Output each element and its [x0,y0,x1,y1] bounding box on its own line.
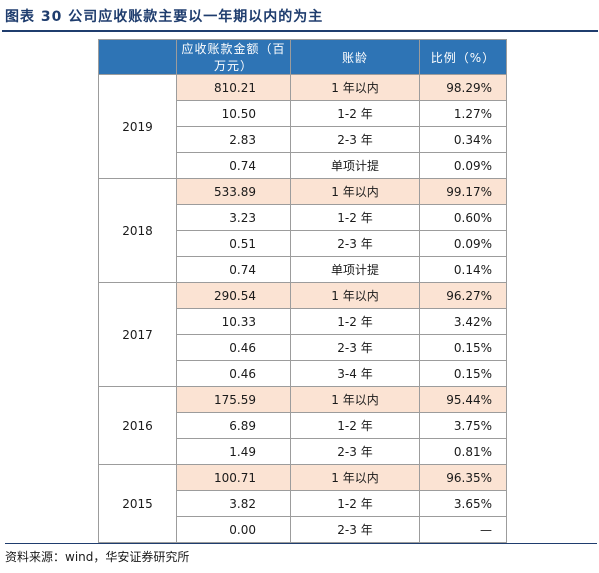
age-cell: 2-3 年 [290,438,420,465]
table-row: 0.74 单项计提 0.09% [99,152,507,179]
age-cell: 1 年以内 [290,282,420,309]
amount-cell: 100.71 [176,464,291,491]
age-cell: 1-2 年 [290,308,420,335]
age-cell: 单项计提 [290,152,420,179]
table-row: 2.83 2-3 年 0.34% [99,126,507,153]
table-row: 2015 100.71 1 年以内 96.35% [98,464,507,543]
amount-cell: 6.89 [176,412,291,439]
year-header [98,39,177,75]
table-row: 10.50 1-2 年 1.27% [99,100,507,127]
ratio-cell: 1.27% [419,100,507,127]
amount-cell: 290.54 [176,282,291,309]
year-cell: 2015 [98,464,177,543]
age-cell: 1 年以内 [290,74,420,101]
source-note: 资料来源：wind，华安证券研究所 [5,543,597,565]
ratio-cell: 96.35% [419,464,507,491]
receivables-table: 应收账款金额（百万元） 账龄 比例（%） 2019 810.21 1 年以内 98.2… [98,39,507,543]
ratio-cell: 3.65% [419,490,507,517]
age-cell: 3-4 年 [290,360,420,387]
table-row: 0.51 2-3 年 0.09% [99,230,507,257]
amount-cell: 810.21 [176,74,291,101]
ratio-cell: 3.42% [419,308,507,335]
age-cell: 1-2 年 [290,412,420,439]
table-row: 3.23 1-2 年 0.60% [99,204,507,231]
amount-cell: 533.89 [176,178,291,205]
ratio-cell: 3.75% [419,412,507,439]
amount-cell: 1.49 [176,438,291,465]
ratio-cell: 0.34% [419,126,507,153]
table-row: 6.89 1-2 年 3.75% [99,412,507,439]
age-cell: 2-3 年 [290,516,420,543]
table-row: 0.74 单项计提 0.14% [99,256,507,283]
amount-cell: 3.23 [176,204,291,231]
age-cell: 2-3 年 [290,230,420,257]
amount-cell: 0.51 [176,230,291,257]
age-cell: 单项计提 [290,256,420,283]
ratio-cell: 99.17% [419,178,507,205]
year-cell: 2017 [98,282,177,387]
table-row: 2017 290.54 1 年以内 96.27% [98,282,507,387]
table-row: 0.46 3-4 年 0.15% [99,360,507,387]
age-cell: 2-3 年 [290,334,420,361]
table-row: 10.33 1-2 年 3.42% [99,308,507,335]
table-header-row: 应收账款金额（百万元） 账龄 比例（%） [98,39,507,75]
ratio-cell: 0.81% [419,438,507,465]
amount-cell: 0.00 [176,516,291,543]
age-cell: 1-2 年 [290,490,420,517]
ratio-cell: 0.14% [419,256,507,283]
amount-cell: 0.74 [176,152,291,179]
amount-cell: 10.33 [176,308,291,335]
title-divider [2,30,598,32]
amount-cell: 0.46 [176,360,291,387]
age-cell: 1 年以内 [290,178,420,205]
table-row: 1.49 2-3 年 0.81% [99,438,507,465]
year-cell: 2016 [98,386,177,465]
age-header: 账龄 [290,39,420,75]
age-cell: 1 年以内 [290,386,420,413]
age-cell: 2-3 年 [290,126,420,153]
ratio-header: 比例（%） [419,39,507,75]
amount-cell: 2.83 [176,126,291,153]
figure-title: 图表 30 公司应收账款主要以一年期以内的为主 [5,9,324,25]
ratio-cell: 98.29% [419,74,507,101]
amount-cell: 175.59 [176,386,291,413]
ratio-cell: 0.60% [419,204,507,231]
ratio-cell: 0.15% [419,360,507,387]
age-cell: 1-2 年 [290,100,420,127]
table-row: 0.00 2-3 年 — [99,516,507,543]
year-cell: 2018 [98,178,177,283]
ratio-cell: 0.09% [419,152,507,179]
amount-cell: 0.46 [176,334,291,361]
amount-cell: 0.74 [176,256,291,283]
ratio-cell: — [419,516,507,543]
ratio-cell: 96.27% [419,282,507,309]
amount-cell: 10.50 [176,100,291,127]
table-row: 2016 175.59 1 年以内 95.44% [98,386,507,465]
age-cell: 1-2 年 [290,204,420,231]
ratio-cell: 0.15% [419,334,507,361]
age-cell: 1 年以内 [290,464,420,491]
amount-header: 应收账款金额（百万元） [176,39,291,75]
amount-cell: 3.82 [176,490,291,517]
table-row: 0.46 2-3 年 0.15% [99,334,507,361]
table-body: 2019 810.21 1 年以内 98.29% 10.50 1-2 年 1.27% 2.83… [98,74,507,543]
table-row: 2018 533.89 1 年以内 99.17% [98,178,507,283]
year-cell: 2019 [98,74,177,179]
ratio-cell: 0.09% [419,230,507,257]
table-row: 2019 810.21 1 年以内 98.29% [98,74,507,179]
ratio-cell: 95.44% [419,386,507,413]
